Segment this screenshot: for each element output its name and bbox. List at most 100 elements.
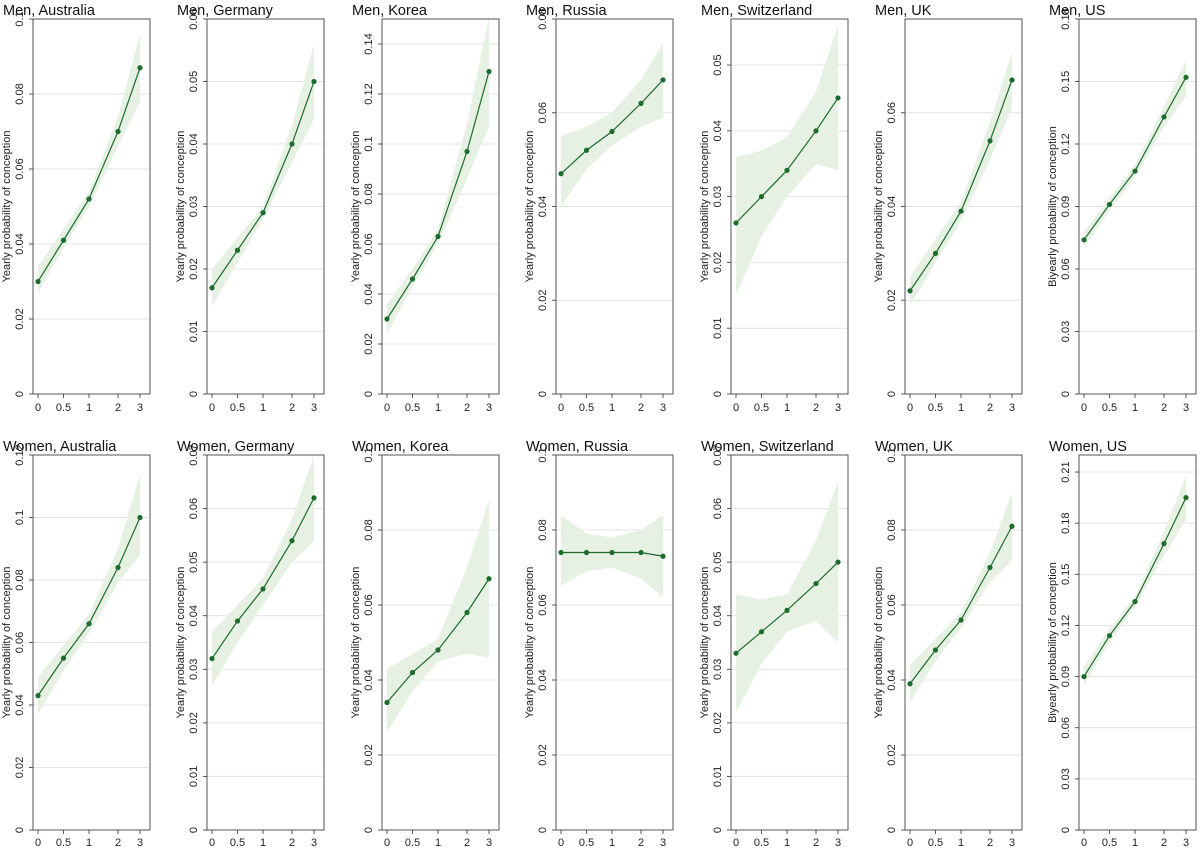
x-tick-label: 3	[660, 402, 666, 414]
data-point	[35, 278, 41, 285]
data-point	[1183, 74, 1189, 80]
confidence-band	[910, 51, 1012, 305]
data-point	[1081, 237, 1087, 243]
x-tick-label: 1	[86, 837, 92, 849]
y-tick-label: 0.18	[1060, 8, 1072, 29]
x-tick-label: 0.5	[1102, 837, 1117, 849]
panel: Men, Australia 0 0.02 0.04 0.06 0.08 0.1 Yearly…	[1, 3, 151, 414]
y-tick-label: 0.02	[886, 290, 898, 311]
data-point	[289, 141, 295, 147]
x-tick-label: 0	[733, 837, 739, 849]
y-tick-label: 0.01	[712, 317, 724, 338]
y-tick-label: 0.21	[1060, 461, 1072, 482]
confidence-band	[736, 25, 838, 296]
y-axis-label: Yearly probability of conception	[873, 567, 885, 719]
panel: Women, Germany 0 0.01 0.02 0.03 0.04 0.05 0.06 0…	[175, 439, 325, 849]
y-tick-label: 0	[14, 391, 26, 397]
x-tick-label: 2	[289, 402, 295, 414]
panel: Men, Germany 0 0.01 0.02 0.03 0.04 0.05 0.06 Yea…	[175, 3, 325, 414]
x-tick-label: 3	[835, 402, 841, 414]
confidence-band	[387, 500, 489, 733]
x-tick-label: 0	[907, 837, 913, 849]
x-tick-label: 1	[784, 402, 790, 414]
x-tick-label: 0	[35, 402, 41, 414]
x-tick-label: 0	[384, 837, 390, 849]
plot-frame	[730, 18, 849, 395]
confidence-band	[736, 481, 838, 713]
data-point	[958, 617, 964, 623]
data-point	[784, 167, 790, 173]
x-tick-label: 2	[1161, 837, 1167, 849]
data-point	[1132, 598, 1138, 605]
x-tick-label: 3	[486, 837, 492, 849]
x-tick-label: 2	[638, 402, 644, 414]
data-point	[1161, 541, 1167, 547]
data-point	[958, 208, 964, 214]
panel: Women, Australia 0 0.02 0.04 0.06 0.08 0.1 0.12…	[1, 439, 151, 849]
y-tick-label: 0.02	[537, 290, 549, 311]
y-tick-label: 0.06	[1060, 258, 1072, 279]
y-tick-label: 0.06	[537, 594, 549, 615]
y-tick-label: 0.04	[712, 605, 724, 626]
x-tick-label: 3	[1009, 837, 1015, 849]
data-point	[758, 194, 765, 200]
y-tick-label: 0.05	[712, 551, 724, 572]
x-tick-label: 2	[115, 402, 121, 414]
y-tick-label: 0.06	[1060, 717, 1072, 738]
x-tick-label: 2	[638, 837, 644, 849]
y-tick-label: 0	[537, 391, 549, 397]
panel: Men, Switzerland 0 0.01 0.02 0.03 0.04 0.05 Yea…	[699, 3, 849, 414]
x-tick-label: 0.5	[405, 402, 420, 414]
y-tick-label: 0.06	[14, 632, 26, 653]
panel-title: Women, UK	[875, 439, 953, 455]
data-point	[932, 250, 939, 256]
y-tick-label: 0.1	[363, 447, 375, 462]
y-tick-label: 0.04	[363, 669, 375, 690]
y-tick-label: 0.04	[14, 233, 26, 254]
x-tick-label: 0	[733, 402, 739, 414]
y-tick-label: 0.04	[886, 669, 898, 690]
confidence-band	[910, 492, 1012, 703]
y-tick-label: 0.03	[188, 196, 200, 217]
y-tick-label: 0.14	[363, 33, 375, 54]
y-tick-label: 0.06	[537, 102, 549, 123]
y-tick-label: 0.1	[537, 447, 549, 462]
y-tick-label: 0.04	[188, 133, 200, 154]
plot-frame	[555, 454, 674, 831]
x-tick-label: 0.5	[928, 402, 943, 414]
x-tick-label: 1	[435, 837, 441, 849]
y-tick-label: 0.03	[1060, 768, 1072, 789]
y-axis-label: Biyearly probability of conception	[1047, 562, 1059, 723]
x-tick-label: 2	[115, 837, 121, 849]
y-tick-label: 0.02	[14, 757, 26, 778]
panel: Women, Switzerland 0 0.01 0.02 0.03 0.04 0.05 0…	[699, 439, 849, 849]
y-axis-label: Yearly probability of conception	[699, 567, 711, 719]
y-tick-label: 0.12	[363, 83, 375, 104]
data-point	[289, 538, 295, 544]
y-tick-label: 0	[14, 827, 26, 833]
y-tick-label: 0	[363, 391, 375, 397]
y-tick-label: 0	[712, 827, 724, 833]
x-tick-label: 1	[958, 837, 964, 849]
x-tick-label: 0.5	[56, 402, 71, 414]
data-point	[1106, 201, 1113, 208]
y-tick-label: 0.02	[537, 744, 549, 765]
x-tick-label: 1	[1132, 402, 1138, 414]
data-point	[311, 495, 317, 501]
y-tick-label: 0	[188, 827, 200, 833]
data-point	[813, 580, 819, 587]
x-tick-label: 0.5	[754, 402, 769, 414]
y-tick-label: 0.04	[188, 605, 200, 626]
y-tick-label: 0.08	[363, 519, 375, 540]
data-point	[86, 621, 92, 627]
data-point	[384, 316, 390, 322]
data-point	[733, 220, 739, 226]
data-point	[660, 553, 666, 559]
data-point	[1009, 523, 1015, 529]
data-point	[583, 147, 590, 153]
panel: Women, UK 0 0.02 0.04 0.06 0.08 0.1 Yearly prob…	[873, 439, 1023, 849]
data-point	[464, 148, 470, 155]
y-axis-label: Yearly probability of conception	[350, 567, 362, 719]
x-tick-label: 3	[1009, 402, 1015, 414]
y-tick-label: 0.07	[188, 444, 200, 465]
